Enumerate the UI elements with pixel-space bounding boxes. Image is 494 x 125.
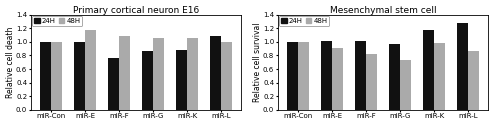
Bar: [108, 58, 119, 110]
Bar: [153, 38, 164, 110]
Bar: [142, 51, 153, 110]
Bar: [210, 36, 221, 110]
Bar: [287, 42, 298, 110]
Bar: [119, 36, 130, 110]
Bar: [221, 42, 232, 110]
Y-axis label: Relative cell survival: Relative cell survival: [252, 22, 261, 102]
Bar: [423, 30, 434, 110]
Bar: [468, 51, 479, 110]
Y-axis label: Relative cell death: Relative cell death: [5, 27, 14, 98]
Bar: [298, 42, 309, 110]
Bar: [321, 41, 332, 110]
Bar: [400, 60, 411, 110]
Bar: [40, 42, 51, 110]
Title: Mesenchymal stem cell: Mesenchymal stem cell: [329, 6, 436, 15]
Bar: [355, 41, 366, 110]
Bar: [457, 24, 468, 110]
Bar: [434, 42, 445, 110]
Bar: [332, 48, 343, 110]
Bar: [389, 44, 400, 110]
Bar: [176, 50, 187, 110]
Bar: [74, 42, 85, 110]
Bar: [85, 30, 96, 110]
Bar: [187, 38, 198, 110]
Title: Primary cortical neuron E16: Primary cortical neuron E16: [73, 6, 199, 15]
Bar: [366, 54, 377, 110]
Legend: 24H, 48H: 24H, 48H: [32, 16, 82, 26]
Bar: [51, 42, 62, 110]
Legend: 24H, 48H: 24H, 48H: [279, 16, 329, 26]
